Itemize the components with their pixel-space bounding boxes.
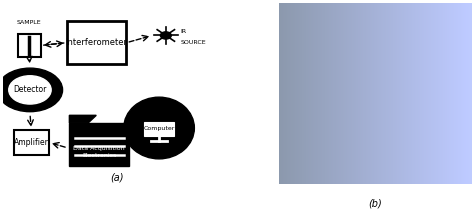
Text: Amplifier: Amplifier bbox=[14, 138, 49, 147]
Text: Data Acquisition
Electronics: Data Acquisition Electronics bbox=[73, 146, 125, 158]
FancyBboxPatch shape bbox=[67, 21, 127, 64]
Text: Detector: Detector bbox=[13, 85, 46, 94]
Text: SAMPLE: SAMPLE bbox=[17, 20, 42, 25]
FancyBboxPatch shape bbox=[18, 34, 41, 57]
Text: SOURCE: SOURCE bbox=[181, 40, 206, 45]
Polygon shape bbox=[69, 123, 129, 166]
FancyBboxPatch shape bbox=[144, 122, 174, 136]
Ellipse shape bbox=[124, 97, 194, 159]
Circle shape bbox=[9, 76, 51, 104]
Text: (b): (b) bbox=[368, 199, 382, 209]
Circle shape bbox=[160, 32, 171, 39]
Circle shape bbox=[0, 68, 63, 112]
Text: Computer: Computer bbox=[143, 126, 175, 131]
Text: IR: IR bbox=[181, 29, 187, 34]
Polygon shape bbox=[69, 115, 96, 123]
Text: Interferometer: Interferometer bbox=[65, 38, 128, 47]
FancyBboxPatch shape bbox=[14, 130, 49, 155]
Text: (a): (a) bbox=[110, 172, 124, 182]
